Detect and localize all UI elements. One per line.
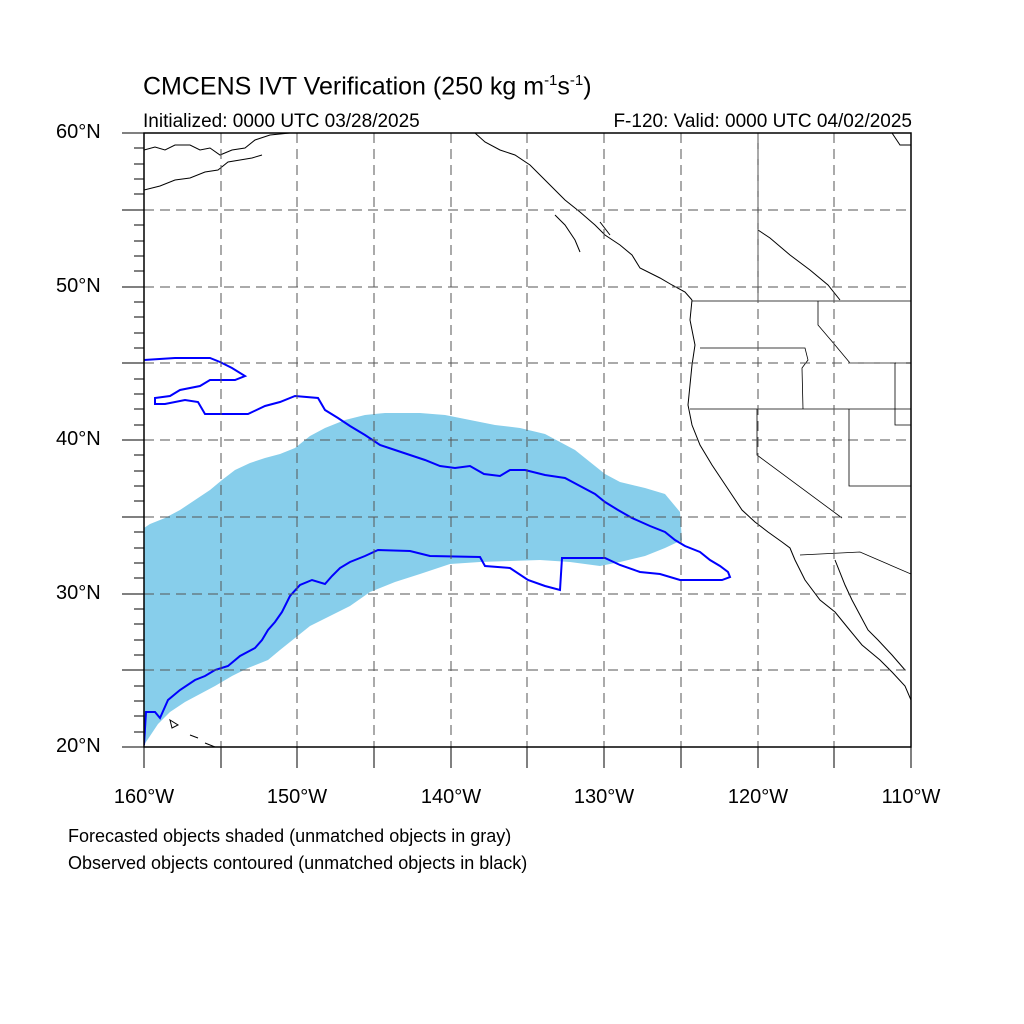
lat-label-50: 50°N	[56, 275, 101, 297]
forecast-ivt-object	[144, 413, 682, 745]
lon-label-140w: 140°W	[420, 786, 482, 808]
observed-ivt-object	[144, 357, 732, 746]
observed-legend-note: Observed objects contoured (unmatched ob…	[68, 853, 528, 873]
coastlines	[144, 133, 911, 747]
lon-label-120w: 120°W	[727, 786, 789, 808]
lat-label-30: 30°N	[56, 582, 101, 604]
graticule	[144, 133, 911, 747]
lon-label-130w: 130°W	[573, 786, 635, 808]
initialized-label: Initialized: 0000 UTC 03/28/2025	[143, 111, 420, 132]
lon-label-110w: 110°W	[881, 786, 941, 808]
lon-label-150w: 150°W	[266, 786, 328, 808]
lon-label-160w: 160°W	[113, 786, 175, 808]
valid-time-label: F-120: Valid: 0000 UTC 04/02/2025	[613, 111, 912, 132]
lat-label-40: 40°N	[56, 428, 101, 450]
political-boundaries	[690, 133, 911, 575]
map-title: CMCENS IVT Verification (250 kg m-1s-1)	[143, 72, 592, 101]
axis-ticks	[122, 132, 912, 768]
lat-label-20: 20°N	[56, 735, 101, 757]
lat-label-60: 60°N	[56, 121, 101, 143]
forecast-legend-note: Forecasted objects shaded (unmatched obj…	[68, 826, 512, 846]
